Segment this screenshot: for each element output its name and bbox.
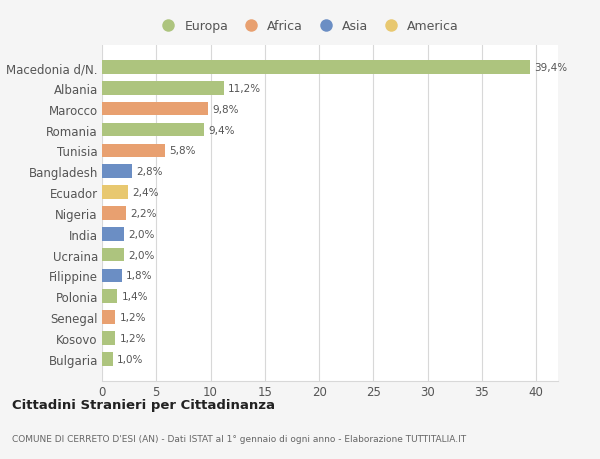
Bar [102,144,165,158]
Text: 1,4%: 1,4% [122,291,148,302]
Bar [102,103,208,116]
Text: 2,4%: 2,4% [133,188,159,198]
Bar [102,290,117,303]
Text: 1,0%: 1,0% [117,354,143,364]
Text: COMUNE DI CERRETO D'ESI (AN) - Dati ISTAT al 1° gennaio di ogni anno - Elaborazi: COMUNE DI CERRETO D'ESI (AN) - Dati ISTA… [12,434,466,442]
Text: 2,0%: 2,0% [128,250,154,260]
Bar [102,269,122,283]
Bar [102,207,126,220]
Text: 2,0%: 2,0% [128,229,154,239]
Bar [102,82,224,95]
Bar [102,311,115,324]
Bar [102,123,204,137]
Text: 9,4%: 9,4% [208,125,235,135]
Text: 39,4%: 39,4% [534,63,567,73]
Text: 2,8%: 2,8% [137,167,163,177]
Bar [102,228,124,241]
Text: 11,2%: 11,2% [228,84,261,94]
Bar [102,165,133,179]
Text: 2,2%: 2,2% [130,208,157,218]
Text: 5,8%: 5,8% [169,146,196,156]
Legend: Europa, Africa, Asia, America: Europa, Africa, Asia, America [151,15,464,38]
Text: 1,8%: 1,8% [126,271,152,281]
Bar [102,331,115,345]
Bar [102,248,124,262]
Bar [102,352,113,366]
Text: 1,2%: 1,2% [119,313,146,322]
Bar [102,61,530,75]
Text: 9,8%: 9,8% [213,105,239,114]
Text: Cittadini Stranieri per Cittadinanza: Cittadini Stranieri per Cittadinanza [12,398,275,412]
Text: 1,2%: 1,2% [119,333,146,343]
Bar [102,186,128,199]
